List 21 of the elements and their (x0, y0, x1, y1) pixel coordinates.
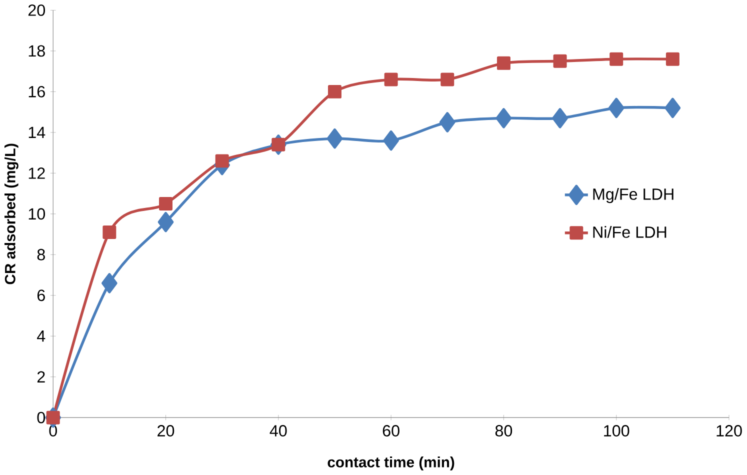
legend-label: Mg/Fe LDH (593, 188, 674, 204)
legend-label: Ni/Fe LDH (593, 226, 666, 238)
x-axis-title: contact time (min) (328, 456, 454, 470)
y-tick-label: 0 (37, 412, 46, 424)
y-tick-label: 16 (28, 86, 45, 98)
y-tick-label: 20 (28, 4, 46, 16)
y-tick-label: 6 (37, 290, 45, 302)
y-axis-title: CR adsorbed (mg/L) (4, 144, 18, 284)
y-tick-label: 2 (37, 371, 45, 383)
y-tick-label: 10 (28, 208, 46, 220)
y-tick-label: 14 (28, 126, 46, 138)
x-tick-label: 80 (495, 425, 512, 437)
y-tick-label: 18 (28, 45, 45, 57)
x-tick-label: 120 (716, 425, 742, 437)
y-tick-label: 12 (28, 168, 45, 179)
x-tick-label: 60 (382, 425, 400, 437)
x-tick-label: 40 (270, 425, 287, 437)
x-tick-label: 100 (604, 425, 630, 437)
y-tick-label: 8 (37, 248, 45, 260)
x-tick-label: 20 (158, 425, 174, 437)
y-tick-label: 4 (37, 330, 46, 342)
